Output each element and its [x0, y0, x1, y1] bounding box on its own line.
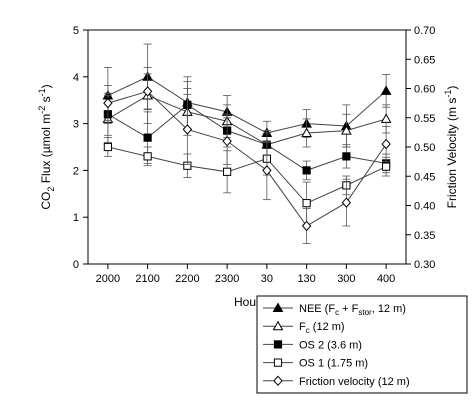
- data-point: [382, 162, 391, 171]
- data-point: [301, 220, 312, 232]
- data-point: [103, 142, 112, 152]
- data-point: [143, 133, 152, 142]
- y-right-tick-label: 0.35: [414, 230, 435, 242]
- series-line: [107, 104, 387, 171]
- y-right-tick-label: 0.65: [414, 54, 435, 66]
- series-4: [103, 73, 391, 244]
- x-tick-label: 2100: [135, 273, 159, 285]
- y-left-tick-label: 3: [73, 119, 79, 131]
- y-left-axis-label: CO2 Flux (µmol m-2 s-1): [37, 84, 56, 209]
- data-point: [342, 152, 351, 161]
- legend-marker: [273, 375, 283, 387]
- legend-marker: [273, 340, 283, 349]
- data-point: [380, 113, 392, 123]
- legend-entry-1: Fc​ (12 m): [263, 320, 345, 335]
- legend-label: Friction velocity (12 m): [299, 376, 410, 388]
- x-tick-label: 2000: [96, 273, 120, 285]
- legend-entry-0: NEE (Fc​ + Fstor​, 12 m): [263, 302, 406, 317]
- data-point: [380, 85, 392, 95]
- legend-marker: [273, 358, 283, 367]
- x-axis-label: Hour: [234, 295, 260, 309]
- data-point: [142, 86, 153, 97]
- legend-entry-2: OS 2 (3.6 m): [263, 339, 362, 351]
- series-layer: [102, 43, 392, 244]
- y-right-tick-label: 0.70: [414, 25, 435, 37]
- x-tick-label: 30: [261, 273, 273, 285]
- data-point: [223, 167, 232, 176]
- x-tick-label: 300: [337, 273, 355, 285]
- series-3: [103, 137, 391, 225]
- y-left-tick-label: 1: [73, 212, 79, 224]
- data-point: [341, 125, 352, 135]
- x-tick-label: 130: [297, 273, 315, 285]
- y-right-tick-label: 0.55: [414, 113, 435, 125]
- data-point: [222, 135, 232, 147]
- legend-marker: [272, 320, 284, 331]
- legend: NEE (Fc​ + Fstor​, 12 m) Fc​ (12 m) OS 2 (…: [256, 295, 468, 394]
- legend-entry-3: OS 1 (1.75 m): [263, 358, 368, 370]
- y-right-tick-label: 0.45: [414, 171, 435, 183]
- legend-label: OS 1 (1.75 m): [299, 358, 368, 370]
- y-left-tick-label: 2: [73, 165, 79, 177]
- legend-label: NEE (Fc​ + Fstor​, 12 m): [299, 303, 406, 317]
- y-left-tick-label: 5: [73, 25, 79, 37]
- series-line: [107, 76, 387, 134]
- data-point: [143, 152, 152, 161]
- data-point: [301, 127, 312, 137]
- legend-entry-4: Friction velocity (12 m): [263, 375, 410, 388]
- legend-label: Fc​ (12 m): [299, 321, 345, 335]
- series-line: [107, 90, 387, 227]
- data-point: [182, 124, 193, 135]
- data-point: [381, 138, 391, 150]
- legend-marker: [272, 302, 284, 312]
- x-tick-label: 2200: [175, 273, 199, 285]
- y-right-tick-label: 0.30: [414, 259, 435, 271]
- y-right-axis-label: Friction Velocity (m s-1): [443, 86, 459, 209]
- axes-layer: 0 1 2 3 4 5 0.30 0.35 0.40 0.45 0.50 0.55 0.60 0.65 0.…: [37, 25, 459, 309]
- data-point: [262, 165, 272, 176]
- x-tick-label: 2300: [215, 273, 239, 285]
- y-left-tick-label: 0: [73, 259, 79, 271]
- data-point: [341, 197, 352, 208]
- plot-frame: [87, 29, 407, 265]
- data-point: [302, 199, 311, 208]
- y-left-tick-label: 4: [73, 72, 79, 84]
- y-right-tick-label: 0.40: [414, 201, 435, 213]
- series-line: [107, 146, 387, 204]
- x-tick-label: 400: [377, 273, 395, 285]
- y-right-tick-label: 0.60: [414, 84, 435, 96]
- data-point: [302, 166, 311, 175]
- legend-label: OS 2 (3.6 m): [299, 339, 362, 351]
- y-right-tick-label: 0.50: [414, 142, 435, 154]
- data-point: [103, 97, 113, 109]
